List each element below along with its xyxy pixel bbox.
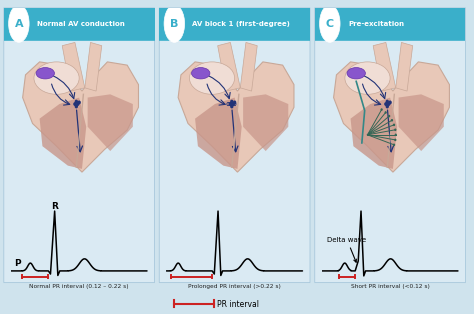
Circle shape [74,105,78,108]
Circle shape [231,102,235,106]
Circle shape [77,100,81,104]
Circle shape [228,102,232,106]
Text: Prolonged PR interval (>0.22 s): Prolonged PR interval (>0.22 s) [188,284,281,289]
Ellipse shape [345,62,390,94]
Circle shape [9,5,29,42]
Text: Delta wave: Delta wave [328,236,366,262]
Circle shape [385,100,389,104]
Polygon shape [373,42,396,91]
Polygon shape [62,42,85,91]
Polygon shape [396,42,413,91]
FancyBboxPatch shape [158,7,311,41]
Circle shape [388,100,392,104]
Circle shape [385,105,389,108]
Polygon shape [85,42,102,91]
Text: A: A [15,19,23,29]
Circle shape [393,124,395,126]
FancyBboxPatch shape [315,8,465,283]
FancyBboxPatch shape [159,8,310,283]
FancyBboxPatch shape [314,7,466,41]
Text: B: B [170,19,179,29]
Circle shape [230,105,234,108]
Circle shape [384,102,388,106]
Ellipse shape [34,62,79,94]
Circle shape [230,100,234,104]
Polygon shape [88,94,133,151]
Circle shape [74,100,78,104]
Polygon shape [195,98,242,169]
Text: AV block 1 (first-degree): AV block 1 (first-degree) [192,21,290,27]
Text: Short PR interval (<0.12 s): Short PR interval (<0.12 s) [351,284,429,289]
Polygon shape [351,98,397,169]
Circle shape [391,119,393,122]
FancyBboxPatch shape [3,7,155,41]
Text: PR interval: PR interval [217,300,259,309]
Circle shape [319,5,340,42]
Ellipse shape [191,68,210,79]
Circle shape [233,100,237,104]
Circle shape [381,108,383,111]
Circle shape [393,143,395,146]
Polygon shape [243,94,288,151]
Circle shape [164,5,184,42]
Circle shape [395,133,397,136]
Circle shape [384,111,387,114]
Text: Normal PR interval (0.12 – 0.22 s): Normal PR interval (0.12 – 0.22 s) [29,284,129,289]
FancyBboxPatch shape [4,8,155,283]
Text: Pre-excitation: Pre-excitation [348,21,404,27]
Circle shape [388,115,390,117]
Polygon shape [23,62,138,172]
Circle shape [76,102,80,106]
Polygon shape [240,42,257,91]
Circle shape [394,138,396,141]
Polygon shape [218,42,240,91]
Circle shape [73,102,77,106]
Polygon shape [40,98,86,169]
Ellipse shape [347,68,365,79]
Text: Normal AV conduction: Normal AV conduction [37,21,125,27]
Polygon shape [399,94,444,151]
Circle shape [387,102,391,106]
Ellipse shape [190,62,235,94]
Text: P: P [15,259,21,268]
Polygon shape [334,62,449,172]
Ellipse shape [36,68,55,79]
Text: R: R [51,202,58,211]
Circle shape [394,128,396,131]
Polygon shape [178,62,294,172]
Text: C: C [326,19,334,29]
